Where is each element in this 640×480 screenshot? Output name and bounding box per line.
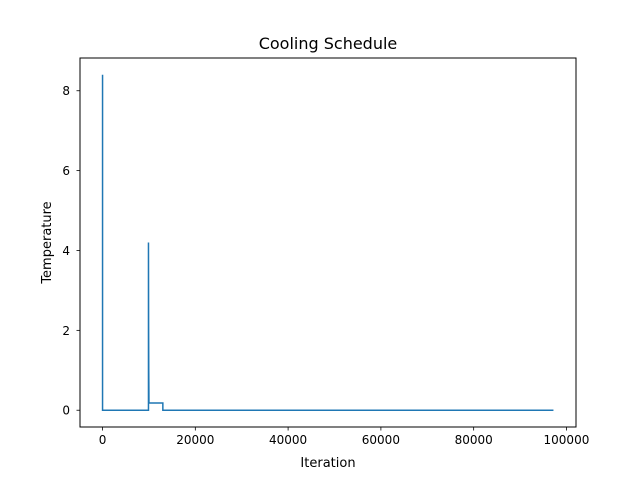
- x-tick-label: 20000: [176, 433, 214, 447]
- axes-frame: [79, 57, 577, 428]
- x-tick-label: 100000: [544, 433, 590, 447]
- y-axis-ticks: 0 2 4 6 8: [62, 84, 80, 418]
- x-tick-label: 80000: [455, 433, 493, 447]
- y-tick-label: 8: [62, 84, 70, 98]
- x-axis-label: Iteration: [300, 456, 355, 471]
- x-axis-ticks: 0 20000 40000 60000 80000 100000: [99, 427, 590, 447]
- y-tick-label: 6: [62, 164, 70, 178]
- x-tick-label: 60000: [362, 433, 400, 447]
- y-tick-label: 2: [62, 324, 70, 338]
- y-tick-label: 0: [62, 404, 70, 418]
- series-line-0: [101, 74, 554, 411]
- plot-area: [101, 74, 554, 411]
- y-tick-label: 4: [62, 244, 70, 258]
- chart-title: Cooling Schedule: [259, 34, 398, 53]
- x-tick-label: 40000: [269, 433, 307, 447]
- y-axis-label: Temperature: [40, 201, 55, 284]
- x-tick-label: 0: [99, 433, 107, 447]
